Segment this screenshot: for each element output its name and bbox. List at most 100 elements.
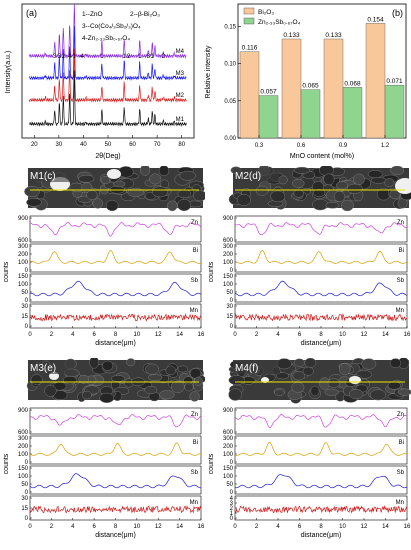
distance-tick-label: 10 <box>134 524 141 530</box>
legend-label-bi2o3: Bi₂O₃ <box>258 9 274 16</box>
xrd-peak-number: 3 <box>58 54 62 60</box>
counts-label: counts <box>208 261 215 282</box>
distance-tick-label: 0 <box>28 524 32 530</box>
xrd-peak-number: 3 <box>53 54 57 60</box>
bar-value-label: 0.057 <box>260 89 277 96</box>
trace-zn <box>29 222 202 237</box>
panel-title: M4(f) <box>235 363 258 374</box>
element-label: Sb <box>397 470 405 476</box>
profile-y-tick-label: 0 <box>230 490 234 496</box>
trace-zn <box>234 414 408 428</box>
profile-y-tick-label: 200 <box>223 444 234 450</box>
grain <box>111 375 125 382</box>
xrd-x-ticks: 20 30 40 50 60 70 80 <box>31 135 186 148</box>
grain <box>189 368 202 379</box>
xrd-legend-2: 2--β-Bi₂O₃ <box>130 11 160 18</box>
grain <box>192 190 205 202</box>
trace-mn <box>29 505 202 514</box>
grain <box>24 186 40 197</box>
element-label: Zn <box>397 220 404 226</box>
bar-y-label: Relative intensity <box>205 45 212 98</box>
grain <box>145 363 160 375</box>
element-label: Sb <box>397 278 405 284</box>
xrd-peak-number: 4 <box>81 54 85 60</box>
bar-zn-sb-o-0.6 <box>300 89 321 139</box>
profile-sb: 0 50 100 150 Sb <box>223 273 408 304</box>
profile-bi: 0 100 200 300 Bi <box>223 435 408 466</box>
profile-y-tick-label: 900 <box>18 408 29 414</box>
xrd-peak-number: 2 <box>62 54 66 60</box>
bar-x-tick-label: 0.3 <box>255 143 264 149</box>
grain <box>274 389 285 396</box>
grain <box>179 170 196 181</box>
bar-y-tick-label: 0.05 <box>224 99 236 105</box>
profile-frame <box>234 465 408 495</box>
profile-mn: 0 15 30 Mn <box>226 303 408 330</box>
bar-legend: Bi₂O₃ Zn₂.₃₃Sb₀.₆₇O₄ <box>243 7 301 26</box>
grain <box>397 388 411 396</box>
trace-mn <box>234 504 408 514</box>
grain <box>139 166 151 176</box>
grain <box>291 178 305 188</box>
profile-y-tick-label: 50 <box>226 290 233 296</box>
profile-y-tick-label: 600 <box>18 238 29 244</box>
grain <box>126 358 136 367</box>
grain <box>270 190 286 203</box>
distance-tick-label: 14 <box>176 524 183 530</box>
profile-y-tick-label: 0 <box>25 490 29 496</box>
element-label: Bi <box>193 440 198 446</box>
xrd-series-group: M4 M3 M2 M1 <box>29 3 187 127</box>
distance-tick-label: 10 <box>339 332 346 338</box>
distance-tick-label: 2 <box>50 332 54 338</box>
element-label: Sb <box>191 470 199 476</box>
bar-y-tick-label: 0.10 <box>224 62 236 68</box>
grain <box>144 385 157 395</box>
grain <box>189 391 200 402</box>
profile-y-tick-label: 300 <box>18 436 29 442</box>
element-label: Zn <box>191 220 198 226</box>
distance-tick-label: 12 <box>361 332 368 338</box>
grain <box>228 388 243 401</box>
counts-label: counts <box>3 453 10 474</box>
profile-sb: 0 50 100 150 Sb <box>18 273 202 304</box>
bar-value-label: 0.133 <box>325 32 342 39</box>
profile-frame <box>29 243 202 273</box>
profile-y-tick-label: 150 <box>223 274 234 280</box>
bar-value-label: 0.154 <box>367 16 384 23</box>
profile-y-tick-label: 600 <box>18 430 29 436</box>
grain <box>165 365 176 376</box>
xrd-peak-number: 1 <box>138 54 142 60</box>
trace-bi <box>29 250 202 264</box>
profile-y-tick-label: 2 <box>230 506 234 512</box>
distance-tick-label: 6 <box>92 332 96 338</box>
grain <box>151 186 169 198</box>
counts-label: counts <box>3 261 10 282</box>
profile-y-tick-label: 0 <box>25 516 29 522</box>
profile-mn: 0 15 30 Mn <box>21 495 202 522</box>
grain <box>327 378 340 388</box>
panel-title: M3(e) <box>30 363 56 374</box>
grain <box>255 185 269 196</box>
grain <box>86 190 98 200</box>
trace-bi <box>234 250 408 264</box>
grain <box>102 360 114 371</box>
linescan-panel-m1: M1(c)600900Zn0100200300Bi050100150Sb0153… <box>3 166 205 347</box>
distance-tick-label: 12 <box>155 332 162 338</box>
profile-frame <box>234 435 408 465</box>
xrd-chart: (a) 1--ZnO 2--β-Bi₂O₃ 3--Co(Co₄/₃Sb₂/₃)O… <box>5 3 195 160</box>
xrd-x-tick-label: 50 <box>105 142 112 148</box>
grain <box>335 181 349 190</box>
distance-label: distance(μm) <box>301 340 342 347</box>
grain <box>44 385 57 397</box>
grain <box>276 372 289 380</box>
trace-bi <box>29 442 202 456</box>
profile-frame <box>234 215 408 243</box>
xrd-peak-number: 2 <box>162 54 166 60</box>
grain <box>113 180 126 188</box>
bar-bi2o3-0.3 <box>239 51 260 139</box>
bright-phase <box>349 376 361 384</box>
xrd-x-tick-label: 70 <box>154 142 161 148</box>
distance-tick-label: 6 <box>298 524 302 530</box>
legend-swatch-bi2o3 <box>243 7 255 15</box>
distance-tick-label: 0 <box>28 332 32 338</box>
